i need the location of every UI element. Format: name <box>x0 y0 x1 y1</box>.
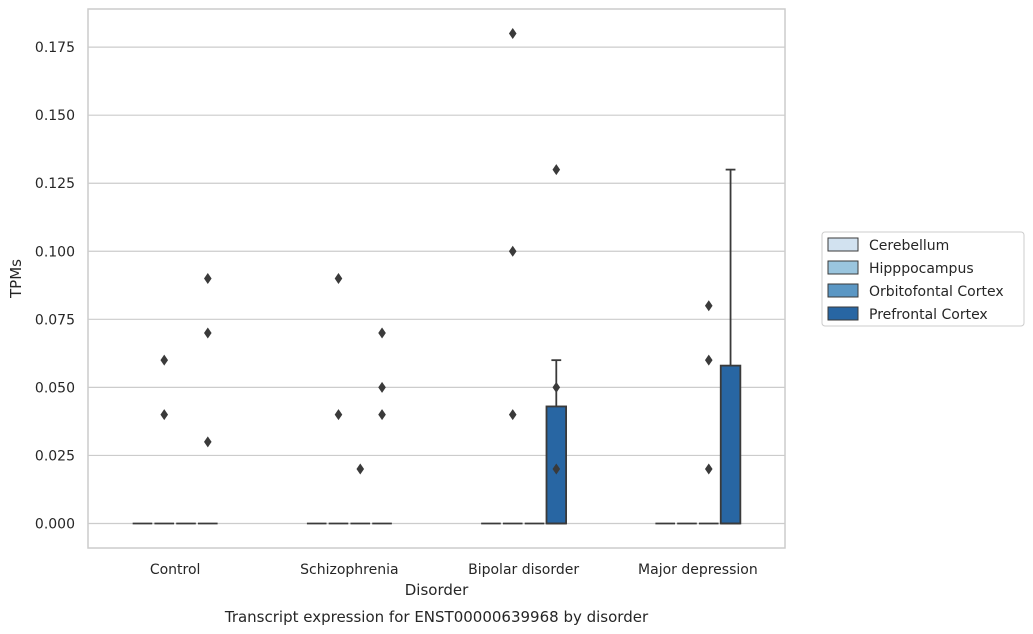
legend-label: Prefrontal Cortex <box>869 307 988 323</box>
y-tick-label: 0.125 <box>35 176 75 192</box>
gridlines <box>88 46 785 525</box>
x-axis-categories: Control Schizophrenia Bipolar disorder Majo… <box>150 562 758 578</box>
legend-label: Hipppocampus <box>869 261 974 277</box>
outlier-point <box>203 273 212 284</box>
y-tick-label: 0.175 <box>35 40 75 56</box>
outlier-point <box>552 381 561 393</box>
x-tick-label: Control <box>150 562 201 578</box>
boxes <box>132 168 742 525</box>
legend-swatch <box>827 283 859 298</box>
outlier-point <box>552 164 561 176</box>
outlier-point <box>552 463 561 475</box>
outlier-point <box>508 245 517 257</box>
y-tick-label: 0.100 <box>35 244 75 260</box>
legend-frame <box>821 231 1025 327</box>
outlier-points <box>160 28 713 475</box>
y-axis-ticks: 0.000 0.025 0.050 0.075 0.100 0.125 0.150 0.175 <box>35 40 75 532</box>
y-tick-label: 0.075 <box>35 312 75 328</box>
y-axis-title: TPMs <box>7 259 25 299</box>
y-tick-label: 0.000 <box>35 517 75 533</box>
outlier-point <box>508 409 517 421</box>
outlier-point <box>704 354 713 366</box>
plot-area-frame <box>87 8 786 549</box>
x-axis-title: Disorder <box>405 581 469 599</box>
outlier-point <box>378 409 386 421</box>
outlier-point <box>704 300 713 312</box>
y-tick-label: 0.025 <box>35 448 75 464</box>
outlier-point <box>508 28 517 39</box>
x-tick-label: Bipolar disorder <box>468 562 579 578</box>
outlier-point <box>334 409 343 421</box>
outlier-point <box>160 409 169 421</box>
outlier-point <box>378 327 386 339</box>
y-tick-label: 0.050 <box>35 380 75 396</box>
outlier-point <box>160 354 169 366</box>
box-body <box>719 364 742 525</box>
outlier-point <box>334 273 343 284</box>
y-tick-label: 0.150 <box>35 108 75 124</box>
outlier-point <box>203 327 212 339</box>
outlier-point <box>356 463 365 475</box>
outlier-point <box>203 436 212 448</box>
legend-swatch <box>827 237 859 252</box>
legend: Cerebellum Hipppocampus Orbitofontal Corte… <box>821 231 1025 327</box>
outlier-point <box>378 381 386 393</box>
legend-swatch <box>827 306 859 321</box>
legend-label: Orbitofontal Cortex <box>869 284 1004 300</box>
legend-swatch <box>827 260 859 275</box>
legend-label: Cerebellum <box>869 238 949 254</box>
x-tick-label: Major depression <box>638 562 758 578</box>
outlier-point <box>704 463 713 475</box>
chart-caption: Transcript expression for ENST0000063996… <box>224 608 649 626</box>
x-tick-label: Schizophrenia <box>300 562 398 578</box>
